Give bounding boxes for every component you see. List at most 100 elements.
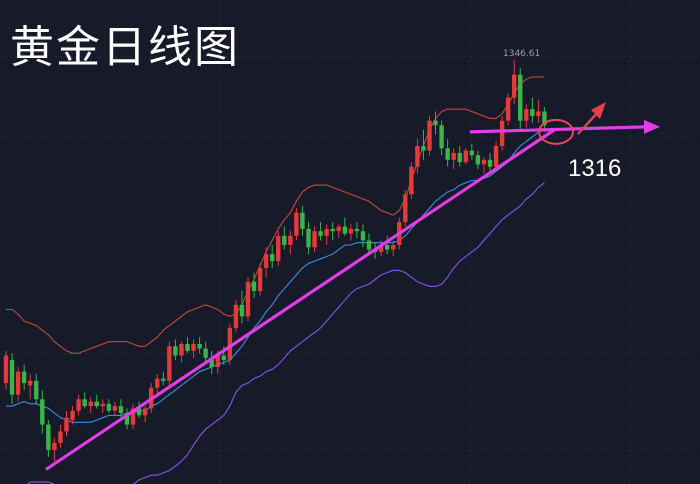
candle-body-86 bbox=[524, 109, 529, 121]
candle-body-14 bbox=[88, 401, 93, 407]
trendline bbox=[45, 128, 556, 471]
candle-body-42 bbox=[257, 268, 263, 292]
candle-body-59 bbox=[360, 231, 366, 241]
candle-body-33 bbox=[203, 348, 208, 358]
boll-upper-line bbox=[6, 76, 545, 354]
candle-body-82 bbox=[499, 120, 505, 146]
boll-middle-line bbox=[6, 129, 545, 423]
candle-body-1 bbox=[9, 360, 15, 395]
up-arrow-line bbox=[577, 111, 599, 135]
candle-body-37 bbox=[227, 327, 233, 361]
candle-body-41 bbox=[251, 281, 257, 292]
candle-body-2 bbox=[15, 371, 21, 395]
candle-body-7 bbox=[46, 424, 51, 450]
candle-body-22 bbox=[136, 408, 142, 416]
candle-body-35 bbox=[215, 355, 220, 368]
candle-body-5 bbox=[34, 380, 39, 400]
candle-body-70 bbox=[427, 120, 432, 151]
candle-body-53 bbox=[324, 228, 329, 236]
candle-body-11 bbox=[70, 410, 75, 420]
candle-body-63 bbox=[384, 244, 390, 250]
candle-body-39 bbox=[239, 304, 245, 317]
support-level-label: 1316 bbox=[568, 155, 622, 182]
candle-body-38 bbox=[233, 304, 239, 328]
candle-body-20 bbox=[124, 413, 130, 425]
candle-body-32 bbox=[197, 343, 202, 349]
peak-price-label: 1346.61 bbox=[503, 49, 541, 59]
candle-body-21 bbox=[130, 408, 136, 425]
candle-body-89 bbox=[542, 111, 547, 126]
candle-body-76 bbox=[463, 150, 468, 163]
candle-body-75 bbox=[457, 152, 462, 163]
candle-body-87 bbox=[530, 109, 535, 117]
candle-body-50 bbox=[306, 228, 311, 248]
candle-body-15 bbox=[94, 401, 99, 407]
up-arrow-head bbox=[591, 102, 606, 119]
candle-body-88 bbox=[536, 111, 541, 117]
candle-body-77 bbox=[469, 150, 475, 156]
candle-body-9 bbox=[58, 431, 63, 443]
candle-body-19 bbox=[118, 406, 124, 414]
candle-body-25 bbox=[155, 378, 160, 388]
candle-body-3 bbox=[21, 371, 27, 384]
candle-body-10 bbox=[64, 417, 69, 432]
candle-body-34 bbox=[209, 357, 214, 368]
chart-title: 黄金日线图 bbox=[10, 22, 240, 73]
candle-body-71 bbox=[433, 120, 438, 126]
candle-body-12 bbox=[76, 399, 81, 411]
candle-body-48 bbox=[294, 212, 299, 236]
candle-body-81 bbox=[493, 145, 499, 167]
candle-body-47 bbox=[288, 235, 293, 245]
horizontal-arrow-head bbox=[644, 119, 660, 134]
candle-body-13 bbox=[82, 399, 87, 407]
candle-body-30 bbox=[185, 343, 190, 351]
candle-body-84 bbox=[512, 74, 517, 98]
candle-body-16 bbox=[100, 403, 105, 407]
candle-body-52 bbox=[318, 231, 323, 236]
candle-body-56 bbox=[342, 226, 347, 234]
candle-body-17 bbox=[106, 403, 112, 411]
candle-body-58 bbox=[354, 228, 360, 232]
candle-body-62 bbox=[378, 244, 384, 252]
candle-body-85 bbox=[518, 74, 523, 121]
candle-body-54 bbox=[330, 228, 335, 232]
horizontal-arrow-line bbox=[469, 125, 646, 134]
candle-body-68 bbox=[415, 145, 420, 167]
candle-body-29 bbox=[179, 343, 184, 356]
candle-body-83 bbox=[505, 97, 511, 121]
candle-body-55 bbox=[336, 226, 341, 232]
candle-body-57 bbox=[348, 228, 354, 234]
candle-body-18 bbox=[112, 406, 118, 411]
candle-body-45 bbox=[276, 235, 281, 262]
candle-body-78 bbox=[475, 155, 481, 165]
candle-body-46 bbox=[282, 235, 287, 245]
candle-body-60 bbox=[366, 240, 372, 250]
candle-body-74 bbox=[451, 152, 456, 160]
candle-body-72 bbox=[439, 125, 444, 149]
candle-body-79 bbox=[481, 159, 487, 165]
support-circle bbox=[538, 118, 574, 145]
candle-body-44 bbox=[270, 254, 275, 262]
candle-body-73 bbox=[445, 148, 450, 160]
candle-body-23 bbox=[142, 408, 148, 416]
candle-body-40 bbox=[245, 281, 251, 317]
candle-body-4 bbox=[28, 380, 33, 386]
candle-body-66 bbox=[403, 194, 408, 222]
candle-body-6 bbox=[40, 399, 45, 425]
candle-body-51 bbox=[312, 231, 317, 248]
candle-body-27 bbox=[167, 346, 172, 381]
candle-body-49 bbox=[300, 212, 305, 229]
candle-body-8 bbox=[52, 442, 57, 450]
candle-body-67 bbox=[409, 166, 414, 195]
candle-body-69 bbox=[421, 145, 426, 151]
candle-body-43 bbox=[263, 254, 269, 269]
boll-lower-line bbox=[26, 182, 545, 484]
candle-body-36 bbox=[221, 355, 226, 361]
candle-body-80 bbox=[487, 159, 493, 167]
candle-body-31 bbox=[191, 343, 196, 351]
candle-body-64 bbox=[391, 244, 396, 250]
candle-body-28 bbox=[173, 346, 178, 356]
candle-body-0 bbox=[3, 355, 9, 384]
